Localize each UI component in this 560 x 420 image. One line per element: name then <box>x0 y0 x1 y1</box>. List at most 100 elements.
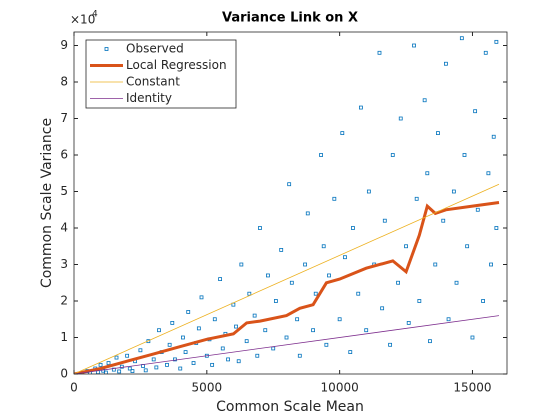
point <box>390 153 395 157</box>
point <box>377 50 382 55</box>
point <box>212 317 217 322</box>
point <box>451 189 456 194</box>
point <box>295 317 300 322</box>
y-tick-label: 3 <box>60 257 68 271</box>
line <box>74 315 500 374</box>
point <box>483 50 488 55</box>
point <box>284 335 289 340</box>
point <box>244 339 249 344</box>
point <box>226 357 230 362</box>
point <box>327 273 331 278</box>
point <box>388 342 393 347</box>
point <box>157 328 161 333</box>
point <box>273 299 278 303</box>
point <box>125 353 130 358</box>
point <box>297 353 302 358</box>
point <box>263 328 268 333</box>
point <box>170 321 175 325</box>
x-axis-label: Common Scale Mean <box>216 399 364 415</box>
y-tick-label: 9 <box>60 38 68 52</box>
point <box>143 368 148 373</box>
point <box>358 105 363 110</box>
point <box>425 171 430 176</box>
point <box>167 342 172 347</box>
y-multiplier-exponent: 4 <box>92 10 98 20</box>
point <box>199 295 204 300</box>
point <box>98 362 103 367</box>
legend-label: Constant <box>126 75 180 89</box>
x-tick-label: 5000 <box>192 381 223 395</box>
point <box>337 317 342 322</box>
point <box>130 369 135 373</box>
point <box>340 131 345 136</box>
point <box>462 153 467 157</box>
point <box>412 43 416 48</box>
point <box>255 353 260 358</box>
point <box>417 299 422 303</box>
point <box>406 321 411 325</box>
y-tick-label: 0 <box>60 367 68 381</box>
point <box>380 306 385 311</box>
legend-box <box>85 39 237 109</box>
y-multiplier-base: ×10 <box>70 13 95 27</box>
point <box>366 189 371 194</box>
point <box>210 362 215 367</box>
point <box>165 362 169 367</box>
point <box>313 291 318 296</box>
point <box>183 350 188 355</box>
point <box>486 171 491 176</box>
point <box>191 361 196 365</box>
legend-label: Local Regression <box>126 58 227 72</box>
point <box>396 280 400 285</box>
point <box>106 361 111 365</box>
point <box>196 326 201 331</box>
point <box>311 328 315 333</box>
point <box>343 255 347 260</box>
point <box>428 339 432 344</box>
point <box>404 244 408 249</box>
point <box>173 357 177 362</box>
line <box>74 201 500 374</box>
point <box>266 273 270 278</box>
point <box>220 346 225 351</box>
point <box>117 369 122 374</box>
legend-marker <box>104 47 109 51</box>
point <box>454 280 459 285</box>
point <box>103 370 108 374</box>
point <box>414 196 419 201</box>
point <box>491 134 496 139</box>
point <box>305 211 310 216</box>
point <box>138 348 143 353</box>
point <box>239 262 244 267</box>
y-axis-label: Common Scale Variance <box>39 118 55 288</box>
point <box>127 366 132 371</box>
point <box>289 280 294 285</box>
point <box>433 262 438 267</box>
point <box>441 218 446 223</box>
point <box>436 131 440 136</box>
axes-box <box>73 31 508 375</box>
point <box>186 310 191 314</box>
point <box>324 342 329 347</box>
point <box>481 299 485 303</box>
y-tick-label: 2 <box>60 294 68 308</box>
legend-label: Identity <box>126 91 172 105</box>
point <box>422 98 427 103</box>
point <box>364 328 369 333</box>
point <box>473 109 478 114</box>
point <box>154 365 159 370</box>
point <box>348 350 353 355</box>
y-tick-label: 1 <box>60 330 68 344</box>
point <box>319 153 323 157</box>
point <box>151 357 156 362</box>
point <box>258 226 262 230</box>
y-tick-label: 7 <box>60 111 68 125</box>
point <box>303 262 308 267</box>
point <box>332 196 337 201</box>
point <box>494 39 499 44</box>
point <box>398 116 403 121</box>
point <box>351 226 355 230</box>
point <box>247 291 252 296</box>
y-tick-label: 4 <box>60 221 68 235</box>
point <box>181 335 185 340</box>
